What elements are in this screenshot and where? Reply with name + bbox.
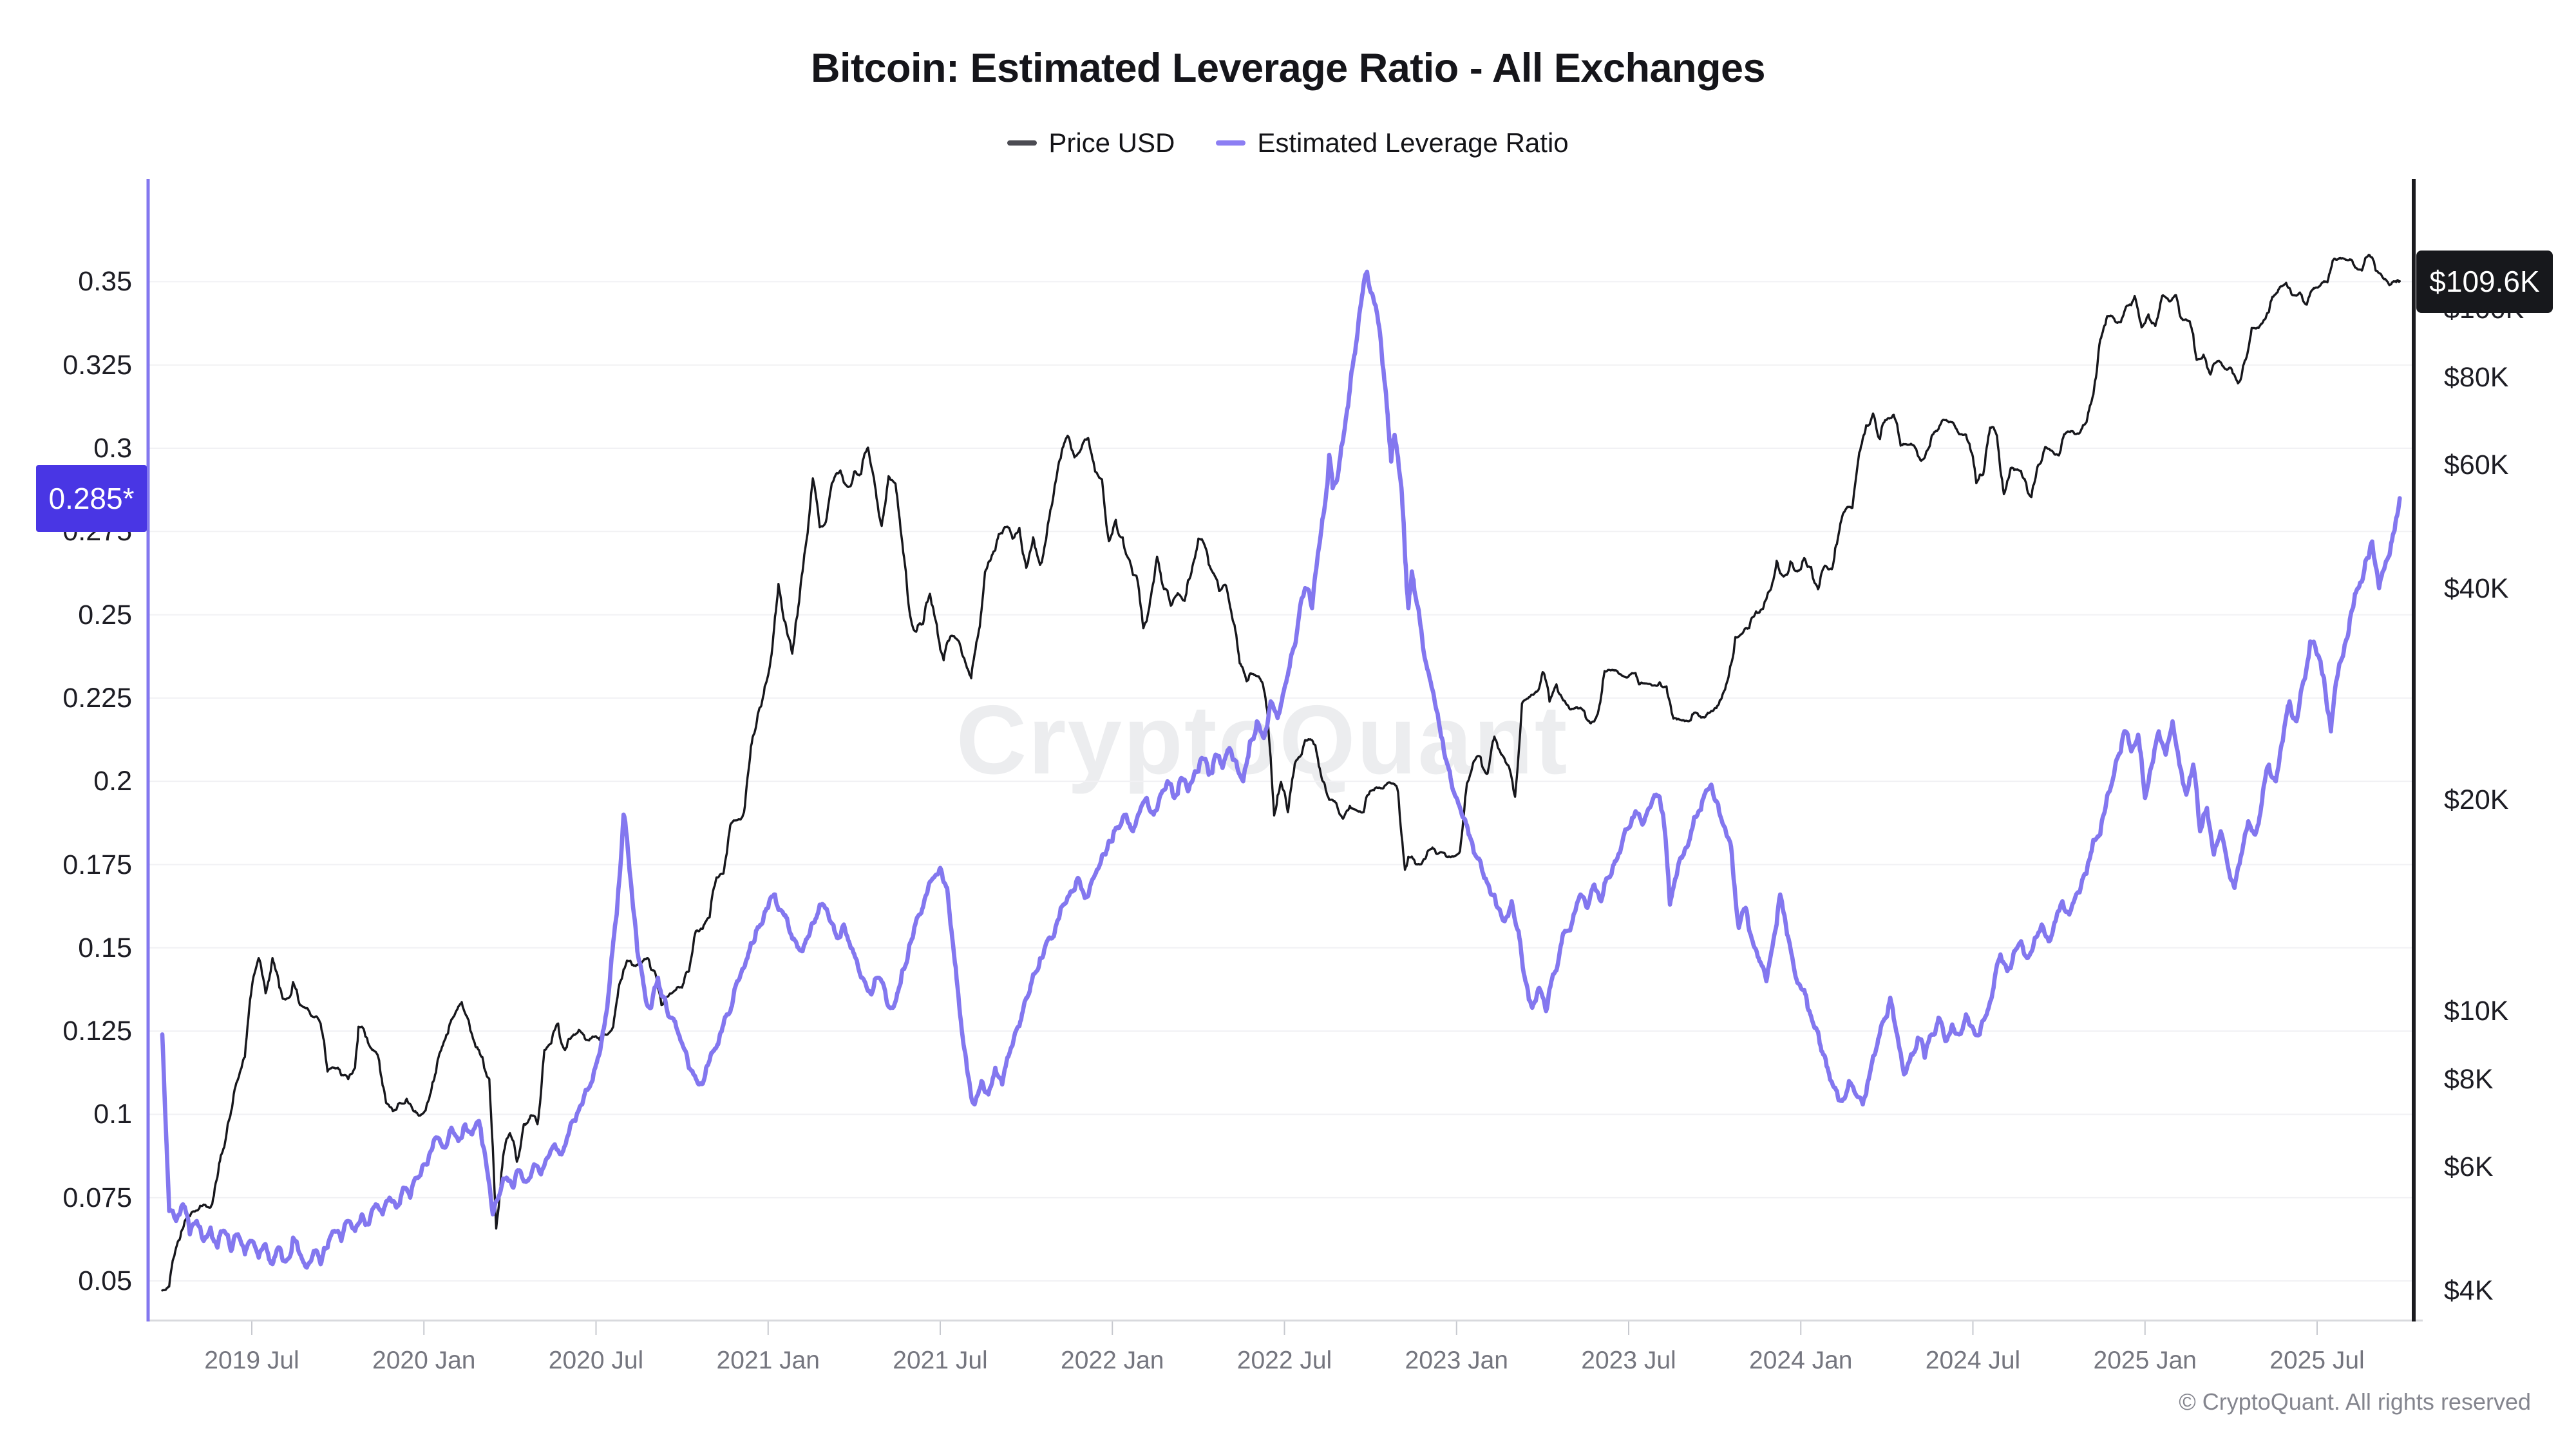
- price-tick-label: $6K: [2444, 1151, 2494, 1182]
- price-tick-label: $4K: [2444, 1274, 2494, 1306]
- leverage-tick-label: 0.25: [78, 599, 132, 630]
- time-tick-label: 2024 Jul: [1925, 1347, 2021, 1374]
- leverage-tick-label: 0.075: [62, 1182, 132, 1213]
- time-tick-label: 2020 Jan: [372, 1347, 476, 1374]
- time-tick-label: 2025 Jan: [2093, 1347, 2197, 1374]
- leverage-tick-label: 0.175: [62, 849, 132, 880]
- time-tick-label: 2025 Jul: [2269, 1347, 2365, 1374]
- leverage-tick-label: 0.325: [62, 349, 132, 381]
- legend: Price USD Estimated Leverage Ratio: [0, 128, 2576, 158]
- legend-item-leverage[interactable]: Estimated Leverage Ratio: [1216, 128, 1569, 158]
- leverage-tick-label: 0.05: [78, 1265, 132, 1296]
- leverage-tick-label: 0.3: [93, 433, 132, 464]
- price-tick-label: $40K: [2444, 573, 2509, 604]
- legend-label-price: Price USD: [1048, 128, 1175, 158]
- price-tick-label: $8K: [2444, 1063, 2494, 1095]
- leverage-tick-label: 0.15: [78, 932, 132, 963]
- page-title: Bitcoin: Estimated Leverage Ratio - All …: [810, 46, 1766, 91]
- price-tick-label: $10K: [2444, 996, 2509, 1027]
- price-line-swatch-icon: [1007, 140, 1037, 146]
- estimated-leverage-ratio-line: [160, 269, 2402, 1270]
- price-tick-label: $20K: [2444, 784, 2509, 815]
- price-last-value-badge: $109.6K: [2416, 250, 2553, 313]
- legend-label-leverage: Estimated Leverage Ratio: [1257, 128, 1569, 158]
- leverage-tick-label: 0.1: [93, 1099, 132, 1130]
- price-usd-line: [161, 254, 2401, 1292]
- time-tick-label: 2019 Jul: [204, 1347, 299, 1374]
- time-tick-label: 2020 Jul: [548, 1347, 644, 1374]
- time-tick-label: 2023 Jul: [1581, 1347, 1676, 1374]
- leverage-tick-label: 0.35: [78, 266, 132, 298]
- copyright-note: © CryptoQuant. All rights reserved: [2179, 1388, 2531, 1415]
- leverage-last-value-badge: 0.285*: [36, 464, 147, 532]
- time-tick-label: 2021 Jul: [893, 1347, 988, 1374]
- time-tick-label: 2021 Jan: [716, 1347, 820, 1374]
- x-axis-ticks: [251, 1320, 2318, 1335]
- price-tick-label: $60K: [2444, 449, 2509, 480]
- leverage-tick-label: 0.125: [62, 1016, 132, 1047]
- time-tick-label: 2022 Jul: [1236, 1347, 1332, 1374]
- gridlines: [148, 281, 2414, 1282]
- time-tick-label: 2023 Jan: [1405, 1347, 1508, 1374]
- price-tick-label: $80K: [2444, 361, 2509, 393]
- series-lines: [160, 254, 2402, 1292]
- time-tick-label: 2022 Jan: [1061, 1347, 1164, 1374]
- legend-item-price[interactable]: Price USD: [1007, 128, 1175, 158]
- leverage-line-swatch-icon: [1216, 140, 1246, 146]
- time-tick-label: 2024 Jan: [1749, 1347, 1853, 1374]
- leverage-tick-label: 0.2: [93, 766, 132, 797]
- leverage-tick-label: 0.225: [62, 682, 132, 714]
